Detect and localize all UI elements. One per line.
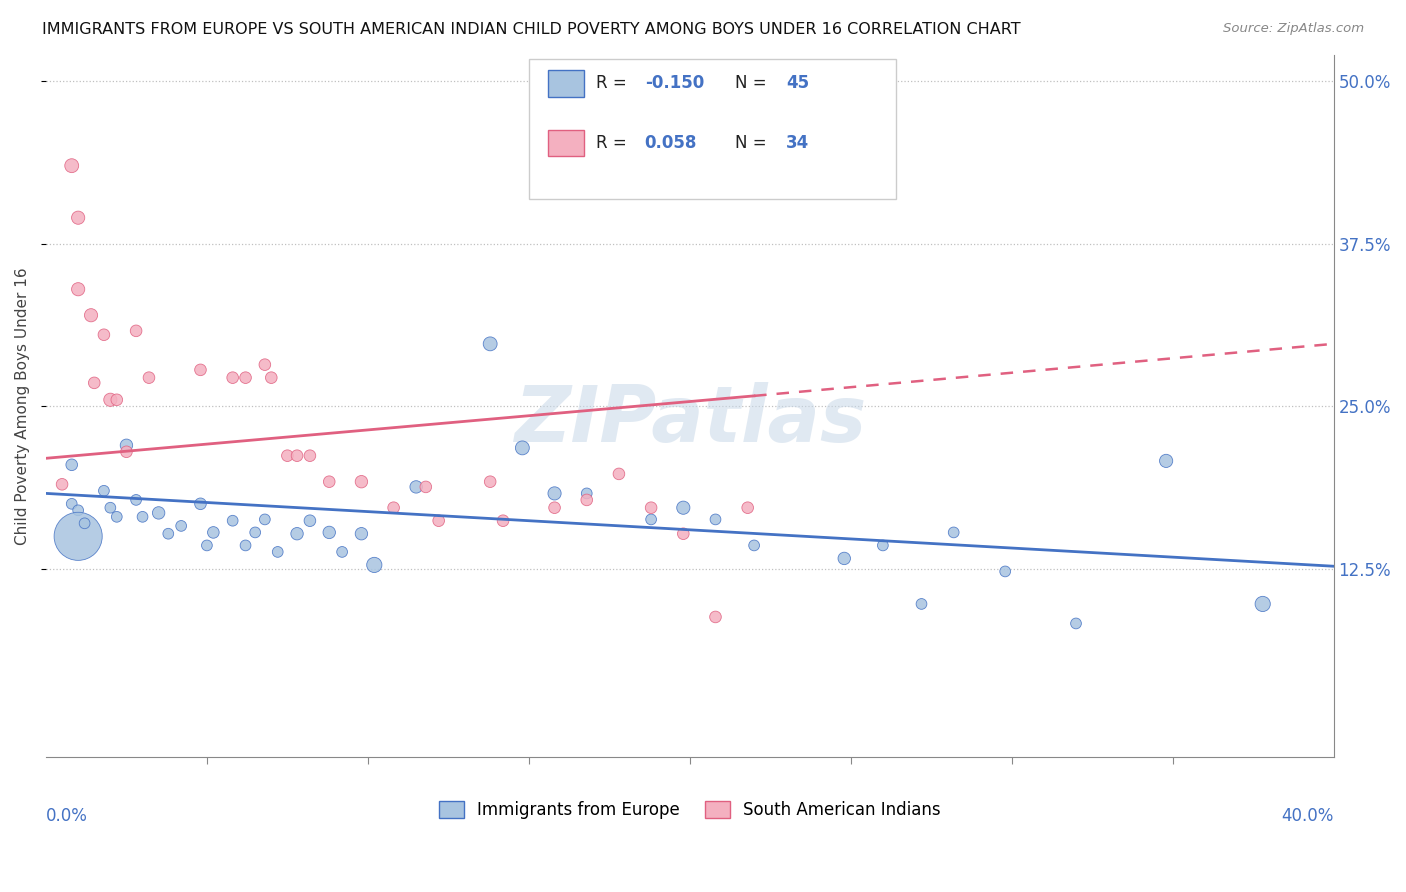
Point [910,597,932,611]
Point [318,525,340,540]
Point [115,444,138,458]
Text: R =: R = [596,134,631,152]
Point [170,519,193,533]
Point [51,477,73,491]
Point [575,492,598,507]
Legend: Immigrants from Europe, South American Indians: Immigrants from Europe, South American I… [439,801,941,819]
Point [607,467,630,481]
FancyBboxPatch shape [548,129,583,156]
Point [260,370,283,384]
Point [318,475,340,489]
Point [235,370,257,384]
Point [479,475,502,489]
Point [195,538,218,552]
Point [1251,597,1274,611]
Point [115,438,138,452]
Point [138,370,160,384]
Point [60,497,83,511]
Point [543,500,565,515]
Point [67,529,90,543]
Point [235,538,257,552]
Point [405,480,427,494]
Point [83,376,105,390]
Point [131,509,153,524]
Point [543,486,565,500]
Point [350,475,373,489]
Point [73,516,96,531]
Point [942,525,965,540]
Point [994,565,1017,579]
Point [253,358,276,372]
Point [672,500,695,515]
Point [298,514,321,528]
Point [872,538,894,552]
Point [60,159,83,173]
Point [512,441,534,455]
Point [105,509,128,524]
Point [285,449,308,463]
Point [67,282,90,296]
Text: 45: 45 [786,74,810,92]
Point [298,449,321,463]
Point [704,512,727,526]
Point [832,551,855,566]
Point [93,483,115,498]
Point [157,526,180,541]
Point [80,308,103,322]
Point [1064,616,1087,631]
Text: -0.150: -0.150 [645,74,704,92]
Text: 40.0%: 40.0% [1281,806,1333,824]
Text: N =: N = [735,74,772,92]
Text: N =: N = [735,134,772,152]
Point [67,211,90,225]
FancyBboxPatch shape [548,70,583,96]
Point [221,514,243,528]
Point [330,545,353,559]
Point [98,392,121,407]
Point [105,392,128,407]
Point [737,500,759,515]
Point [575,486,598,500]
Text: 0.058: 0.058 [645,134,697,152]
Point [125,492,148,507]
Text: R =: R = [596,74,631,92]
Point [492,514,515,528]
Point [479,336,502,351]
Point [253,512,276,526]
Point [1154,454,1177,468]
Point [125,324,148,338]
Text: IMMIGRANTS FROM EUROPE VS SOUTH AMERICAN INDIAN CHILD POVERTY AMONG BOYS UNDER 1: IMMIGRANTS FROM EUROPE VS SOUTH AMERICAN… [42,22,1021,37]
Point [742,538,765,552]
Point [267,545,290,559]
Text: ZIPatlas: ZIPatlas [513,383,866,458]
Point [350,526,373,541]
Point [98,500,121,515]
Point [285,526,308,541]
Text: Source: ZipAtlas.com: Source: ZipAtlas.com [1223,22,1364,36]
Point [276,449,298,463]
Point [640,500,662,515]
Point [415,480,437,494]
Point [190,497,212,511]
Point [363,558,385,572]
Point [704,610,727,624]
Point [245,525,267,540]
Text: 34: 34 [786,134,810,152]
Point [67,503,90,517]
Point [640,512,662,526]
Point [190,363,212,377]
Point [148,506,170,520]
Point [672,526,695,541]
Point [382,500,405,515]
Text: 0.0%: 0.0% [46,806,87,824]
Point [60,458,83,472]
Point [93,327,115,342]
Point [202,525,225,540]
FancyBboxPatch shape [529,59,896,199]
Y-axis label: Child Poverty Among Boys Under 16: Child Poverty Among Boys Under 16 [15,268,30,545]
Point [427,514,450,528]
Point [221,370,243,384]
